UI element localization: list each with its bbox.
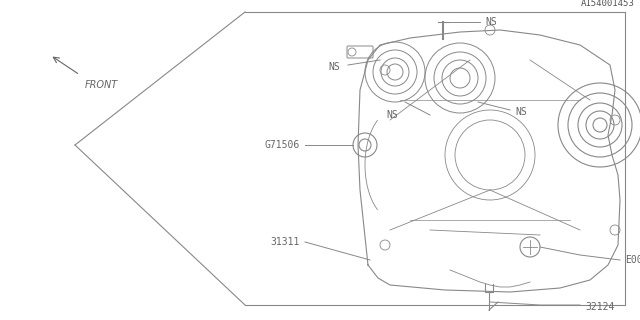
Text: NS: NS	[387, 110, 398, 120]
Text: G71506: G71506	[265, 140, 300, 150]
Text: NS: NS	[328, 62, 340, 72]
Text: NS: NS	[485, 17, 497, 27]
Text: E00802: E00802	[625, 255, 640, 265]
Text: A154001453: A154001453	[581, 0, 635, 8]
Text: 32124: 32124	[585, 302, 614, 312]
Text: 31311: 31311	[271, 237, 300, 247]
Text: NS: NS	[515, 107, 527, 117]
Text: FRONT: FRONT	[85, 80, 118, 90]
